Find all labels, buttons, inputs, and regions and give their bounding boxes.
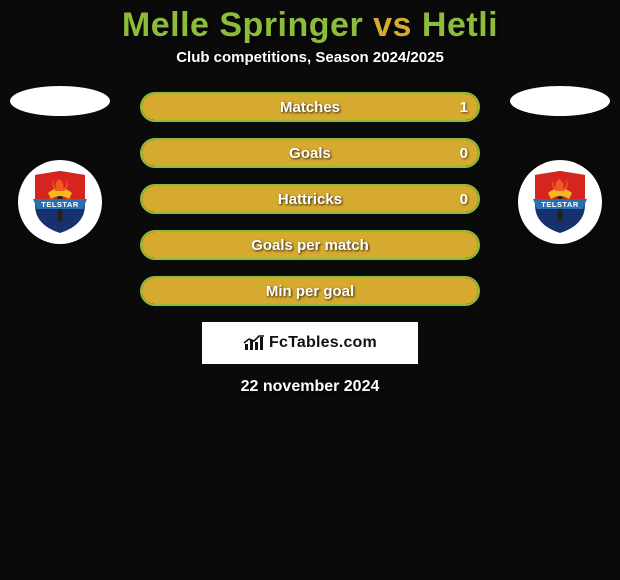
comparison-arena: TELSTAR TELSTAR xyxy=(0,86,620,306)
page-title: Melle Springer vs Hetli xyxy=(0,6,620,45)
stat-bar-goals-per-match: Goals per match xyxy=(140,230,480,260)
stat-label: Goals per match xyxy=(142,232,478,258)
player1-club-crest: TELSTAR xyxy=(18,160,102,244)
subtitle: Club competitions, Season 2024/2025 xyxy=(0,49,620,66)
chart-icon xyxy=(243,334,265,352)
stat-bar-matches: Matches1 xyxy=(140,92,480,122)
stat-bars: Matches1Goals0Hattricks0Goals per matchM… xyxy=(140,86,480,306)
player2-head-ellipse xyxy=(510,86,610,116)
stat-value-player2: 1 xyxy=(460,94,468,120)
stat-bar-goals: Goals0 xyxy=(140,138,480,168)
date-label: 22 november 2024 xyxy=(0,378,620,396)
player2-avatar-block: TELSTAR xyxy=(510,86,610,244)
telstar-crest-icon: TELSTAR xyxy=(531,169,589,235)
player1-avatar-block: TELSTAR xyxy=(10,86,110,244)
brand-badge[interactable]: FcTables.com xyxy=(202,322,418,364)
stat-bar-hattricks: Hattricks0 xyxy=(140,184,480,214)
stat-value-player2: 0 xyxy=(460,140,468,166)
brand-text: FcTables.com xyxy=(269,334,377,352)
stat-label: Hattricks xyxy=(142,186,478,212)
player2-club-crest: TELSTAR xyxy=(518,160,602,244)
player2-name: Hetli xyxy=(422,6,498,44)
player1-head-ellipse xyxy=(10,86,110,116)
svg-text:TELSTAR: TELSTAR xyxy=(41,200,79,209)
stat-label: Matches xyxy=(142,94,478,120)
stat-bar-min-per-goal: Min per goal xyxy=(140,276,480,306)
stat-value-player2: 0 xyxy=(460,186,468,212)
vs-separator: vs xyxy=(373,6,412,44)
stat-label: Goals xyxy=(142,140,478,166)
svg-text:TELSTAR: TELSTAR xyxy=(541,200,579,209)
comparison-card: Melle Springer vs Hetli Club competition… xyxy=(0,6,620,396)
telstar-crest-icon: TELSTAR xyxy=(31,169,89,235)
stat-label: Min per goal xyxy=(142,278,478,304)
player1-name: Melle Springer xyxy=(122,6,363,44)
